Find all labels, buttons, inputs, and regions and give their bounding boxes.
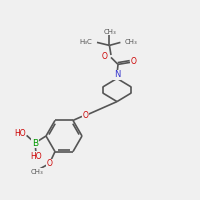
Text: O: O (46, 159, 52, 168)
Text: H₃C: H₃C (80, 39, 93, 45)
Text: HO: HO (30, 152, 42, 161)
Text: O: O (82, 111, 88, 120)
Text: CH₃: CH₃ (125, 39, 138, 45)
Text: HO: HO (14, 129, 26, 138)
Text: O: O (131, 58, 137, 66)
Text: CH₃: CH₃ (31, 169, 44, 175)
Text: N: N (114, 70, 120, 79)
Text: O: O (102, 52, 108, 61)
Text: B: B (32, 138, 38, 148)
Text: CH₃: CH₃ (104, 29, 117, 35)
